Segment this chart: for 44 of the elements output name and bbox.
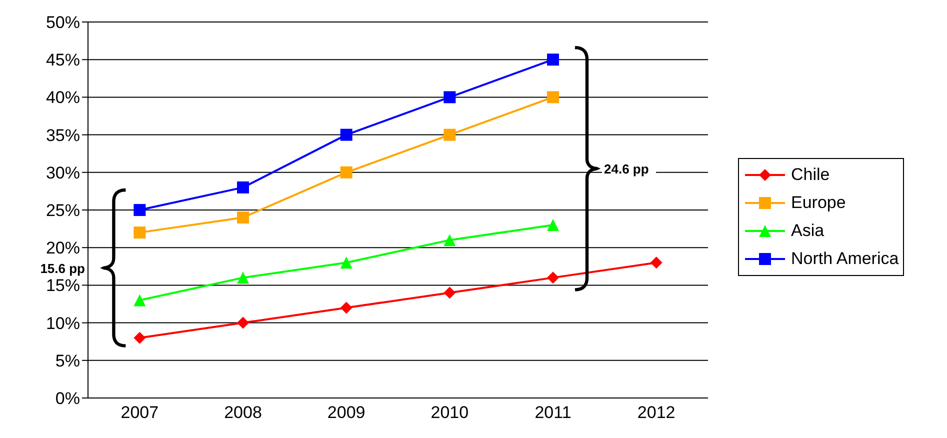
point bbox=[237, 181, 249, 194]
point bbox=[547, 91, 559, 104]
point bbox=[340, 256, 352, 269]
point bbox=[340, 128, 352, 141]
point bbox=[547, 219, 559, 232]
point bbox=[444, 128, 456, 141]
text: 15.6 pp bbox=[40, 260, 86, 276]
point bbox=[134, 294, 146, 306]
point bbox=[650, 256, 662, 269]
y-tick-label: 45% bbox=[46, 50, 80, 70]
point bbox=[547, 272, 559, 284]
legend-label: Europe bbox=[791, 193, 846, 213]
point bbox=[444, 91, 456, 104]
x-tick-label: 2011 bbox=[534, 403, 572, 422]
x-tick-label: 2008 bbox=[224, 403, 262, 422]
x-tick-label: 2010 bbox=[430, 403, 469, 422]
point bbox=[134, 332, 146, 344]
point bbox=[237, 316, 249, 329]
y-tick-label: 10% bbox=[46, 314, 80, 333]
point bbox=[444, 286, 456, 299]
x-tick-label: 2012 bbox=[637, 403, 676, 422]
point bbox=[547, 54, 559, 66]
y-tick-label: 5% bbox=[55, 351, 80, 370]
y-tick-label: 20% bbox=[46, 238, 80, 258]
point bbox=[444, 234, 456, 246]
point bbox=[237, 272, 249, 284]
point bbox=[134, 204, 146, 216]
y-tick-label: 25% bbox=[46, 201, 80, 220]
y-tick-label: 15% bbox=[46, 276, 80, 296]
point bbox=[237, 212, 249, 224]
point bbox=[134, 226, 146, 239]
y-tick-label: 35% bbox=[46, 126, 80, 145]
y-tick-label: 50% bbox=[46, 13, 80, 32]
y-tick-label: 0% bbox=[55, 389, 80, 408]
x-tick-label: 2009 bbox=[327, 403, 366, 422]
point bbox=[340, 302, 352, 314]
legend-label: Asia bbox=[791, 221, 824, 241]
legend-label: North America bbox=[791, 249, 899, 269]
annotation: 24.6 pp bbox=[604, 162, 649, 177]
legend-label: Chile bbox=[791, 165, 830, 185]
y-tick-label: 30% bbox=[46, 163, 80, 182]
point bbox=[340, 166, 352, 178]
x-tick-label: 2007 bbox=[120, 403, 159, 422]
y-tick-label: 40% bbox=[46, 88, 80, 108]
